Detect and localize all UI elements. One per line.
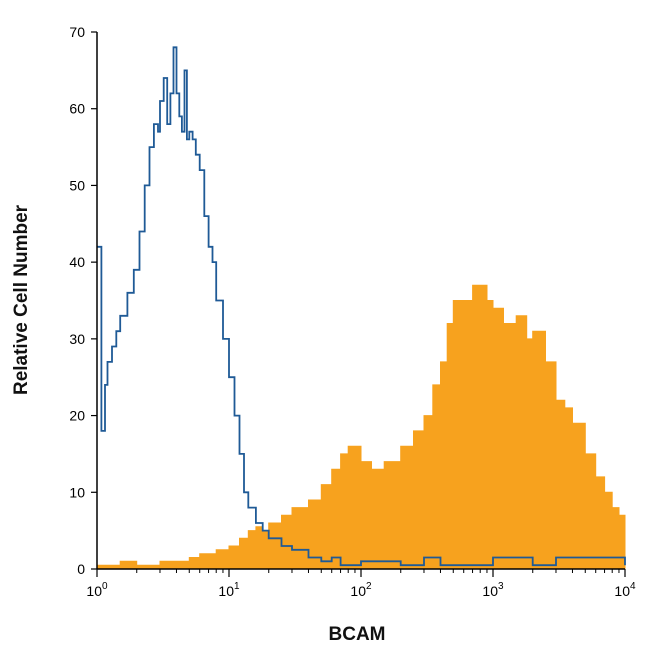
y-tick-label-50: 50 — [69, 177, 85, 193]
y-axis-title: Relative Cell Number — [11, 204, 32, 395]
series-0-outline-histogram — [97, 46, 626, 567]
y-tick-label-60: 60 — [69, 101, 85, 117]
x-tick-label-2: 102 — [350, 581, 372, 599]
y-tick-label-40: 40 — [69, 254, 85, 270]
x-tick-label-3: 103 — [482, 581, 504, 599]
x-tick-label-0: 100 — [86, 581, 108, 599]
y-tick-label-10: 10 — [69, 484, 85, 500]
y-tick-label-20: 20 — [69, 408, 85, 424]
y-tick-label-30: 30 — [69, 331, 85, 347]
axes — [91, 31, 626, 577]
x-tick-label-1: 101 — [218, 581, 240, 599]
series-1-filled-histogram — [96, 284, 626, 570]
x-axis-title: BCAM — [329, 624, 386, 645]
y-tick-label-0: 0 — [77, 561, 85, 577]
y-tick-label-70: 70 — [69, 24, 85, 40]
plot-marks — [96, 46, 626, 570]
x-tick-label-4: 104 — [614, 581, 636, 599]
tick-labels: 0 10 20 30 40 50 60 70 100 101 102 103 104 — [69, 24, 636, 599]
